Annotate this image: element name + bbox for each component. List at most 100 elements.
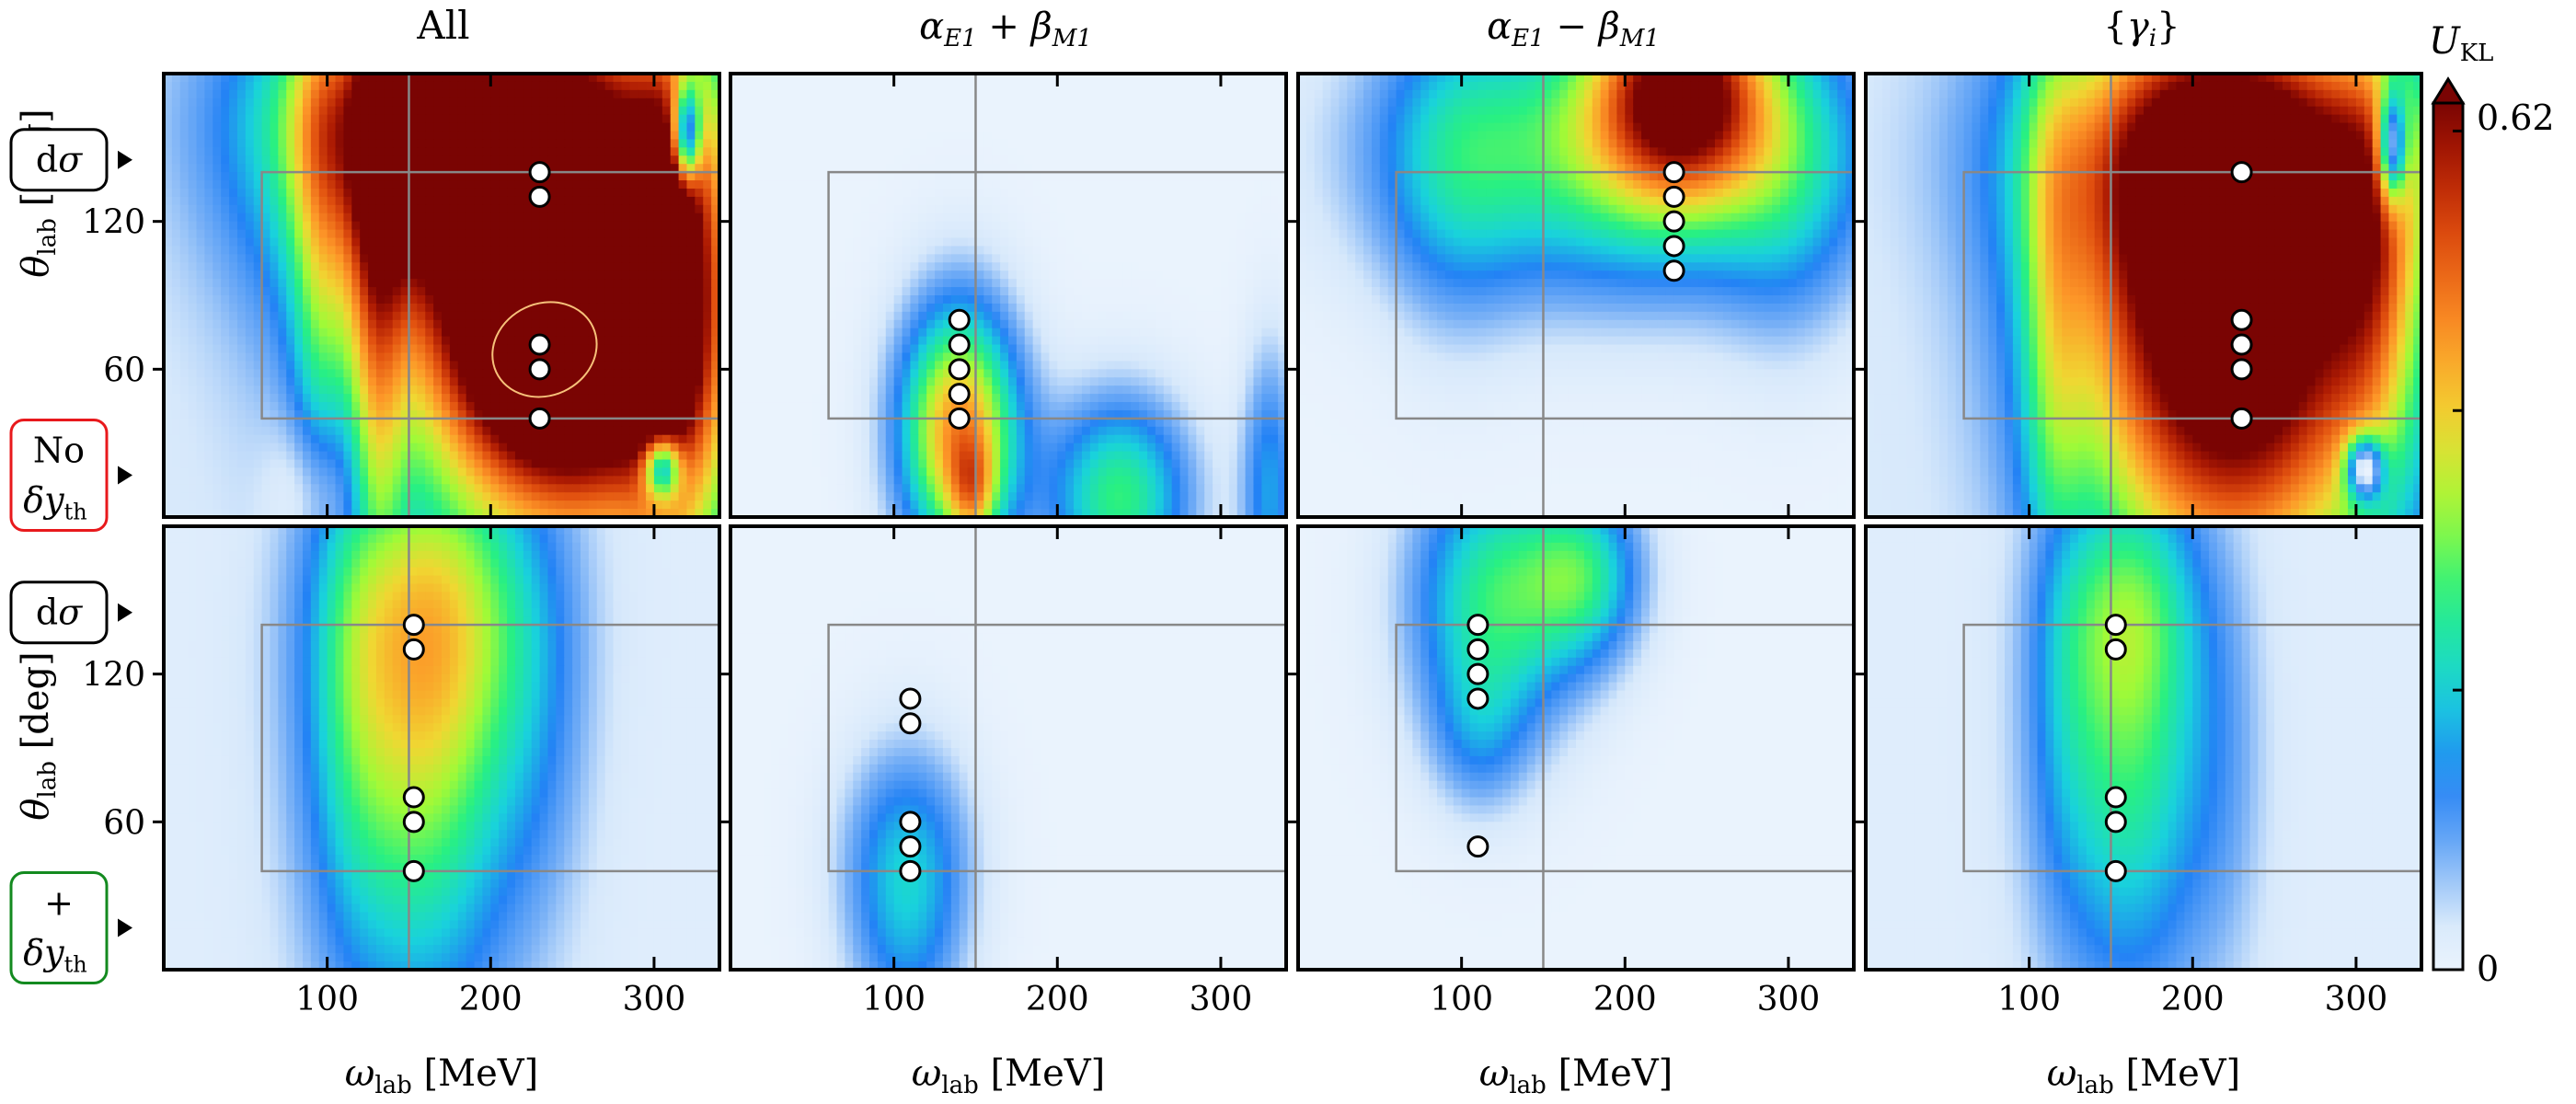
heatmap-cell bbox=[294, 500, 304, 510]
heatmap-cell bbox=[196, 295, 206, 305]
heatmap-cell bbox=[327, 361, 337, 371]
heatmap-cell bbox=[539, 459, 549, 469]
heatmap-cell bbox=[188, 155, 198, 165]
heatmap-cell bbox=[368, 402, 377, 411]
heatmap-cell bbox=[474, 262, 484, 272]
heatmap-cell bbox=[588, 303, 598, 313]
heatmap-cell bbox=[327, 287, 337, 296]
heatmap-cell bbox=[507, 237, 516, 247]
heatmap-cell bbox=[523, 459, 533, 469]
heatmap-cell bbox=[621, 74, 631, 83]
heatmap-cell bbox=[204, 476, 214, 486]
heatmap-cell bbox=[229, 164, 238, 173]
heatmap-cell bbox=[686, 377, 696, 386]
heatmap-cell bbox=[236, 434, 247, 444]
heatmap-cell bbox=[1098, 188, 1108, 198]
heatmap-cell bbox=[327, 402, 337, 411]
heatmap-cell bbox=[621, 311, 631, 321]
heatmap-cell bbox=[754, 188, 765, 198]
heatmap-cell bbox=[417, 114, 427, 124]
heatmap-cell bbox=[604, 221, 615, 231]
heatmap-cell bbox=[1147, 98, 1156, 108]
heatmap-cell bbox=[893, 147, 903, 157]
heatmap-cell bbox=[711, 89, 719, 99]
heatmap-cell bbox=[408, 443, 419, 453]
heatmap-cell bbox=[820, 114, 830, 124]
heatmap-cell bbox=[204, 204, 214, 214]
heatmap-cell bbox=[294, 467, 304, 477]
heatmap-cell bbox=[695, 98, 705, 108]
heatmap-cell bbox=[253, 311, 263, 321]
heatmap-cell bbox=[188, 229, 198, 239]
heatmap-cell bbox=[695, 180, 705, 190]
heatmap-cell bbox=[408, 336, 419, 346]
heatmap-cell bbox=[621, 262, 631, 272]
heatmap-cell bbox=[604, 328, 615, 338]
heatmap-cell bbox=[188, 196, 198, 206]
heatmap-cell bbox=[678, 352, 688, 362]
heatmap-cell bbox=[653, 147, 663, 157]
heatmap-cell bbox=[286, 459, 295, 469]
heatmap-cell bbox=[171, 139, 181, 149]
heatmap-cell bbox=[204, 311, 214, 321]
heatmap-cell bbox=[703, 377, 712, 386]
heatmap-cell bbox=[638, 262, 647, 272]
heatmap-cell bbox=[318, 196, 328, 206]
heatmap-cell bbox=[523, 89, 533, 99]
heatmap-cell bbox=[629, 509, 638, 517]
heatmap-cell bbox=[310, 451, 320, 461]
heatmap-cell bbox=[1049, 81, 1059, 91]
heatmap-cell bbox=[547, 426, 558, 436]
heatmap-cell bbox=[466, 377, 476, 386]
heatmap-cell bbox=[303, 418, 312, 428]
heatmap-cell bbox=[621, 270, 631, 280]
heatmap-cell bbox=[629, 262, 638, 272]
heatmap-cell bbox=[828, 98, 838, 108]
heatmap-cell bbox=[613, 509, 623, 517]
heatmap-cell bbox=[351, 89, 361, 99]
heatmap-cell bbox=[270, 139, 280, 149]
heatmap-cell bbox=[507, 254, 516, 264]
heatmap-cell bbox=[236, 188, 247, 198]
heatmap-cell bbox=[828, 180, 838, 190]
heatmap-cell bbox=[164, 106, 173, 116]
heatmap-cell bbox=[204, 213, 214, 223]
heatmap-cell bbox=[613, 139, 623, 149]
heatmap-cell bbox=[384, 328, 394, 338]
heatmap-cell bbox=[245, 402, 255, 411]
heatmap-cell bbox=[678, 139, 688, 149]
heatmap-cell bbox=[1106, 196, 1116, 206]
heatmap-cell bbox=[474, 484, 484, 494]
heatmap-cell bbox=[1155, 139, 1165, 149]
heatmap-cell bbox=[343, 409, 353, 420]
heatmap-cell bbox=[408, 106, 419, 116]
heatmap-cell bbox=[1163, 164, 1173, 173]
heatmap-cell bbox=[967, 114, 977, 124]
heatmap-cell bbox=[221, 303, 230, 313]
heatmap-cell bbox=[621, 279, 631, 288]
heatmap-cell bbox=[556, 81, 566, 91]
heatmap-cell bbox=[771, 213, 781, 223]
heatmap-cell bbox=[171, 451, 181, 461]
heatmap-cell bbox=[581, 328, 590, 338]
heatmap-cell bbox=[400, 377, 410, 386]
heatmap-cell bbox=[294, 409, 304, 420]
heatmap-cell bbox=[474, 369, 484, 379]
heatmap-cell bbox=[221, 122, 230, 132]
heatmap-cell bbox=[221, 418, 230, 428]
heatmap-cell bbox=[523, 262, 533, 272]
heatmap-cell bbox=[959, 98, 969, 108]
heatmap-cell bbox=[433, 188, 443, 198]
heatmap-cell bbox=[1122, 122, 1133, 132]
heatmap-cell bbox=[303, 328, 312, 338]
heatmap-cell bbox=[270, 385, 280, 395]
heatmap-cell bbox=[245, 409, 255, 420]
heatmap-cell bbox=[514, 89, 524, 99]
heatmap-cell bbox=[1057, 155, 1066, 165]
heatmap-cell bbox=[1008, 147, 1018, 157]
heatmap-cell bbox=[213, 426, 222, 436]
heatmap-cell bbox=[499, 509, 508, 517]
heatmap-cell bbox=[564, 180, 573, 190]
heatmap-cell bbox=[678, 74, 688, 83]
heatmap-cell bbox=[408, 426, 419, 436]
